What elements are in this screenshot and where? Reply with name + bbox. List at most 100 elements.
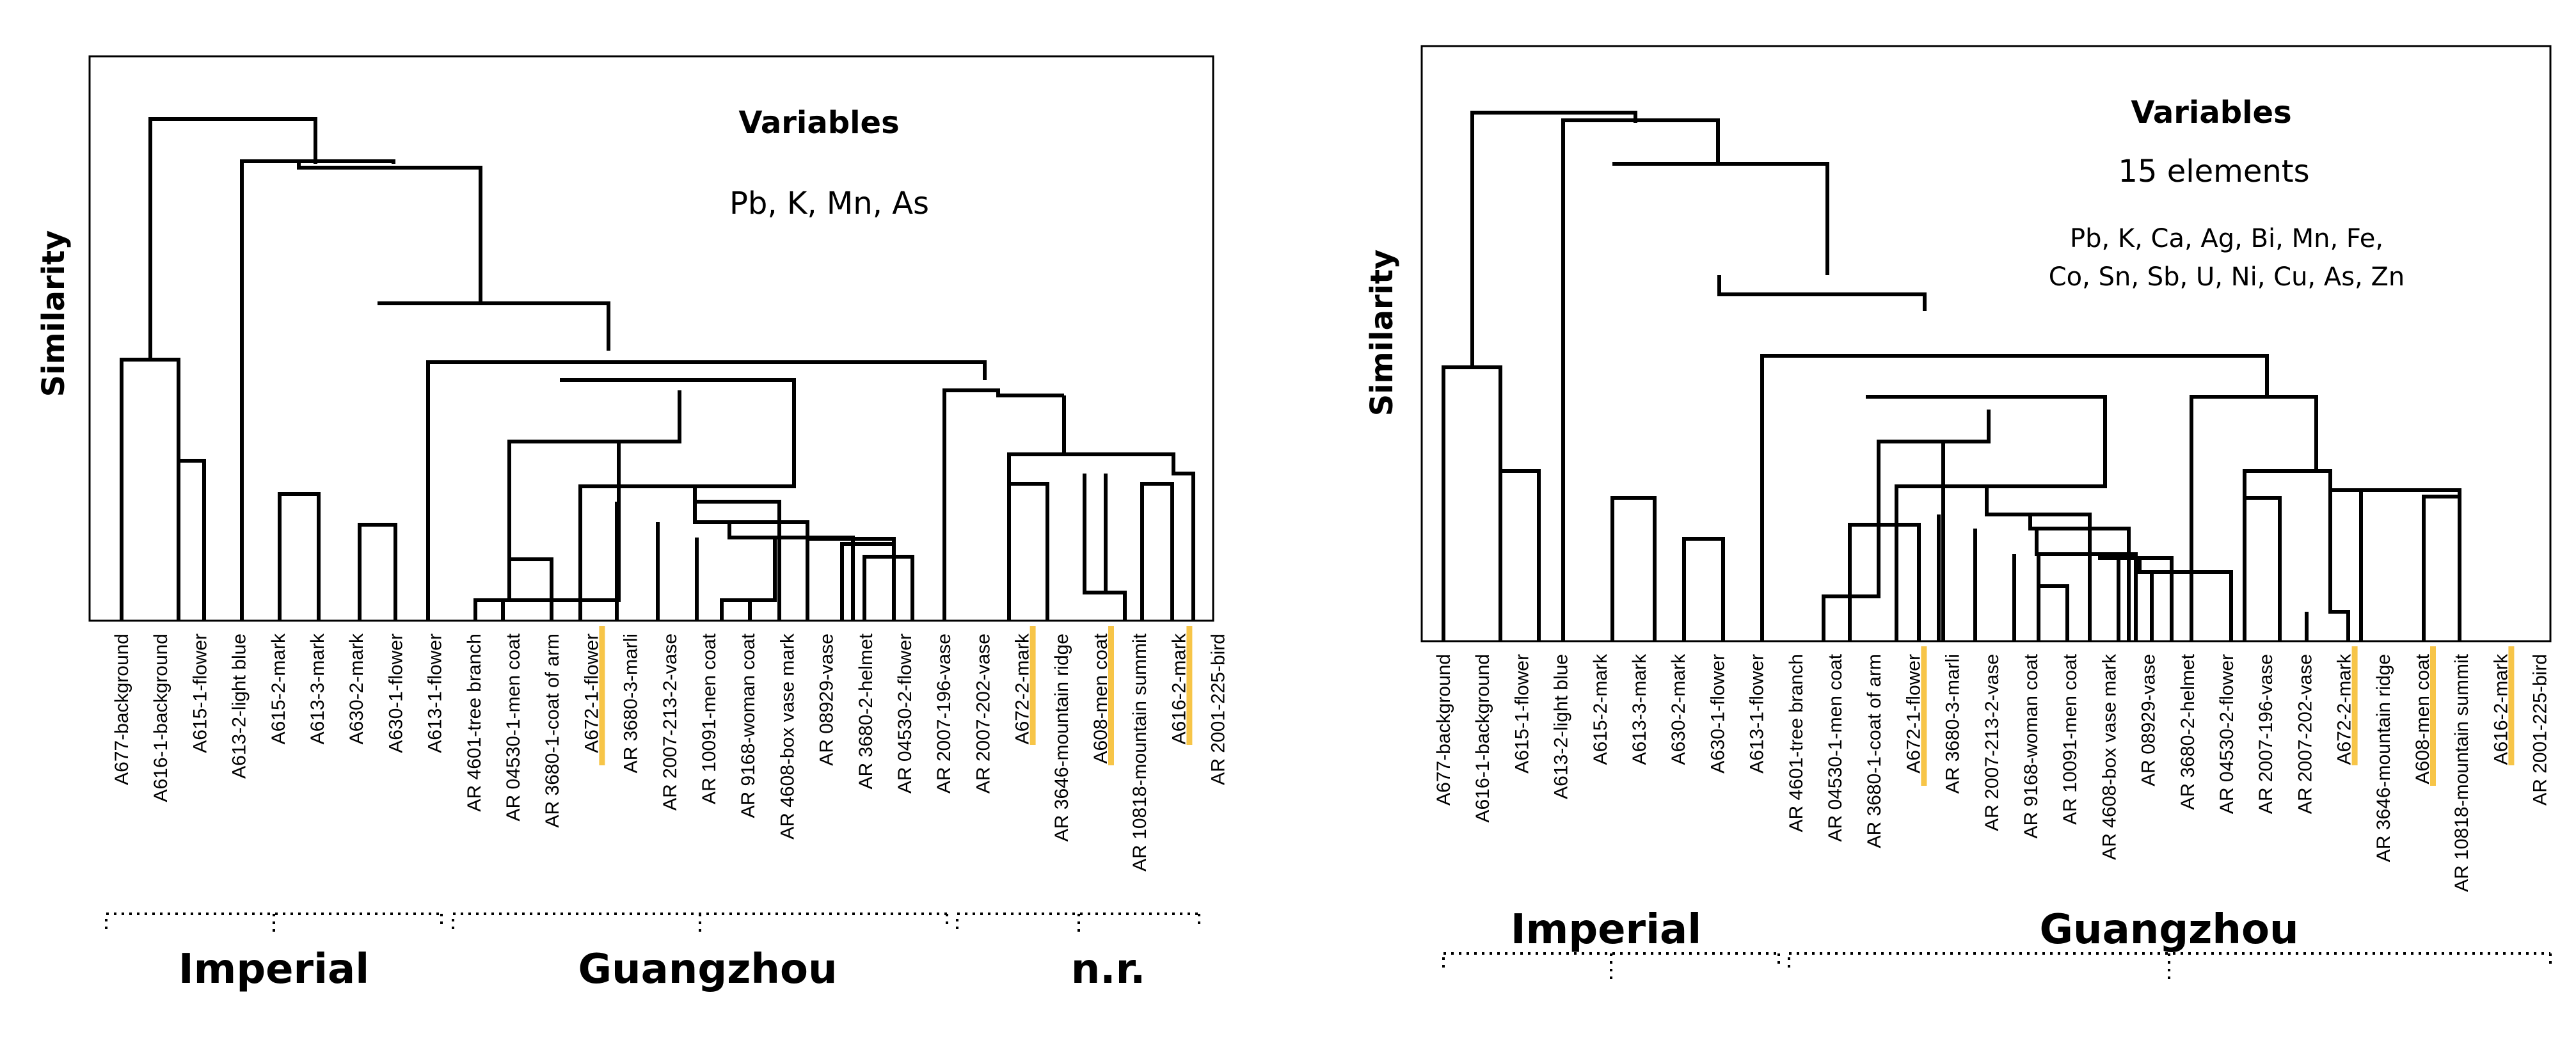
left-leaf-label-25: A608-men coat [1090, 633, 1111, 763]
left-branch-8 [426, 360, 987, 621]
right-branch-23 [2098, 554, 2174, 641]
bracket-imperial-right [1442, 952, 1780, 983]
left-y-axis-label: Similarity [36, 230, 72, 397]
left-leaf-label-14: AR 2007-213-2-vase [660, 634, 681, 811]
right-branch-10 [1822, 410, 1991, 641]
left-branch-33 [1166, 482, 1174, 621]
left-leaf-label-8: A613-1-flower [425, 634, 446, 753]
right-branch-2 [1470, 111, 1637, 367]
bracket-nr-left [956, 913, 1200, 934]
right-branch-29 [2245, 496, 2282, 641]
left-leaf-label-19: AR 3680-2-helmet [855, 633, 877, 789]
right-leaf-label-18: AR 08929-vase [2138, 654, 2159, 786]
left-highlight-12 [599, 626, 605, 765]
left-plot-frame [88, 55, 1214, 622]
right-leaf-label-15: AR 9168-woman coat [2021, 653, 2042, 838]
right-branch-9 [1866, 395, 2107, 410]
left-branch-13 [507, 440, 619, 559]
group-label-imperial-right: Imperial [1511, 906, 1701, 953]
left-branch-1 [179, 459, 206, 621]
right-leaf-label-0: A677-background [1433, 654, 1454, 806]
right-leaf-label-3: A613-2-light blue [1551, 654, 1572, 799]
right-branch-15 [1985, 486, 2092, 641]
left-branch-15 [693, 486, 781, 621]
right-leaf-label-17: AR 4608-box vase mark [2099, 653, 2120, 860]
left-branch-7 [378, 301, 610, 351]
right-branch-14 [1895, 410, 2107, 641]
right-leaf-label-10: AR 04530-1-men coat [1825, 653, 1846, 841]
right-branch-22 [2039, 584, 2069, 641]
right-plot-frame [1420, 45, 2552, 642]
left-branch-2 [148, 117, 317, 360]
left-leaf-label-22: AR 2007-202-vase [973, 634, 994, 793]
left-highlight-23 [1030, 626, 1036, 745]
left-branch-10 [501, 390, 681, 621]
group-label-guangzhou-right: Guangzhou [2040, 906, 2299, 953]
right-variables-line1: Pb, K, Ca, Ag, Bi, Mn, Fe, [2070, 224, 2383, 253]
right-leaf-label-27: A616-2-mark [2490, 653, 2511, 765]
left-leaf-label-3: A613-2-light blue [229, 634, 250, 779]
bracket-guangzhou-right [1788, 952, 2552, 983]
left-branch-23 [806, 537, 896, 621]
right-branch-5 [1610, 496, 1657, 641]
right-branch-13 [1896, 440, 1945, 641]
right-leaf-label-7: A630-1-flower [1707, 654, 1728, 774]
right-branch-3 [1561, 118, 1720, 641]
right-highlight-25 [2430, 646, 2436, 786]
right-branch-31 [2328, 490, 2350, 641]
right-variables-count: 15 elements [2118, 154, 2309, 189]
right-leaf-label-5: A613-3-mark [1629, 653, 1650, 765]
left-branch-32 [1140, 482, 1166, 621]
left-variables-title: Variables [738, 105, 899, 141]
left-leaf-label-11: AR 3680-1-coat of arm [542, 634, 563, 827]
right-leaf-label-25: A608-men coat [2412, 653, 2433, 784]
left-branch-9 [560, 378, 796, 390]
right-branch-28 [2220, 395, 2318, 641]
bracket-imperial-left [105, 913, 443, 934]
left-branch-22 [736, 598, 752, 621]
left-leaf-label-2: A615-1-flower [189, 634, 211, 753]
left-leaf-label-28: AR 2001-225-bird [1208, 634, 1229, 785]
left-leaf-label-10: AR 04530-1-men coat [503, 633, 524, 821]
left-branch-3 [240, 159, 395, 621]
left-branch-24 [840, 542, 894, 621]
left-highlight-25 [1108, 626, 1114, 765]
left-branch-0 [120, 358, 180, 621]
left-leaf-label-15: AR 10091-men coat [699, 633, 720, 804]
left-leaf-label-7: A630-1-flower [385, 634, 406, 753]
right-branch-0 [1442, 365, 1502, 641]
right-tree-branches [1442, 111, 2461, 641]
right-branch-1 [1500, 469, 1541, 641]
right-branch-7 [1717, 275, 1927, 311]
left-leaf-label-21: AR 2007-196-vase [934, 634, 955, 793]
left-leaf-label-18: AR 08929-vase [816, 634, 838, 766]
right-variables-line2: Co, Sn, Sb, U, Ni, Cu, As, Zn [2049, 262, 2405, 292]
right-leaf-labels: A677-background A616-1-background A615-1-f… [1433, 653, 2551, 892]
right-branch-6 [1682, 537, 1725, 641]
left-leaf-label-13: AR 3680-3-marli [621, 634, 642, 773]
left-tree-branches [120, 117, 1195, 621]
left-leaf-label-16: AR 9168-woman coat [738, 633, 759, 818]
right-group-brackets [1442, 952, 2552, 983]
right-highlight-12 [1921, 646, 1927, 786]
left-leaf-label-5: A613-3-mark [307, 633, 328, 744]
left-leaf-label-23: A672-2-mark [1012, 633, 1033, 744]
left-leaf-label-20: AR 04530-2-flower [894, 634, 916, 793]
right-branch-8 [1760, 354, 2269, 641]
right-leaf-label-1: A616-1-background [1472, 654, 1493, 823]
left-branch-29 [1035, 452, 1195, 621]
group-label-guangzhou-left: Guangzhou [578, 946, 838, 993]
left-branch-27 [1007, 395, 1066, 621]
right-leaf-label-11: AR 3680-1-coat of arm [1864, 654, 1885, 848]
left-branch-28 [1009, 482, 1049, 621]
right-branch-34 [2422, 495, 2460, 641]
right-branch-27 [2190, 395, 2220, 641]
left-branch-5 [358, 523, 397, 621]
left-branch-12 [507, 557, 553, 621]
right-leaf-label-12: A672-1-flower [1903, 654, 1924, 774]
right-y-axis-label: Similarity [1364, 250, 1400, 417]
right-branch-12 [1848, 523, 1921, 641]
right-leaf-label-23: A672-2-mark [2334, 653, 2355, 765]
right-leaf-label-4: A615-2-mark [1590, 653, 1611, 765]
